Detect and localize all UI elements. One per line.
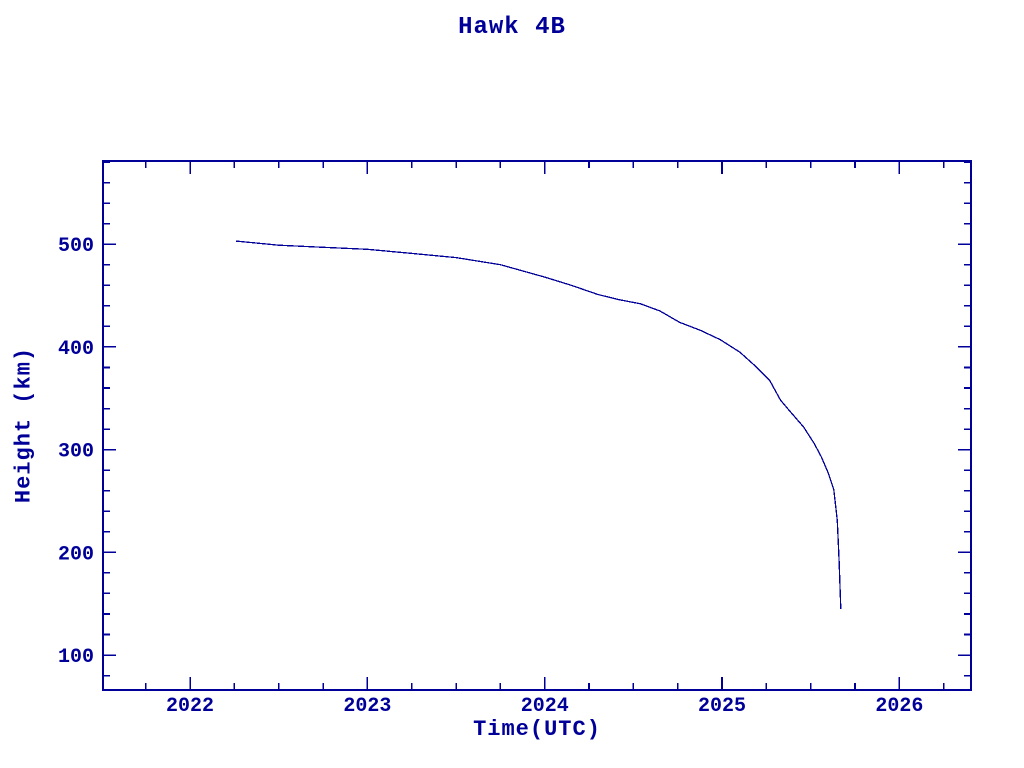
y-tick-label: 300 [58, 441, 94, 464]
y-tick-label: 100 [58, 646, 94, 669]
x-tick-label: 2022 [166, 695, 214, 718]
y-tick-label: 500 [58, 235, 94, 258]
x-tick-label: 2026 [875, 695, 923, 718]
x-axis-label: Time(UTC) [473, 717, 601, 742]
axis-box [102, 160, 972, 691]
y-tick-label: 400 [58, 338, 94, 361]
chart-title: Hawk 4B [458, 14, 566, 41]
x-tick-label: 2023 [343, 695, 391, 718]
y-axis-label: Height (km) [11, 346, 37, 504]
x-tick-label: 2024 [521, 695, 569, 718]
y-tick-label: 200 [58, 543, 94, 566]
x-tick-label: 2025 [698, 695, 746, 718]
height-curve [236, 240, 842, 609]
